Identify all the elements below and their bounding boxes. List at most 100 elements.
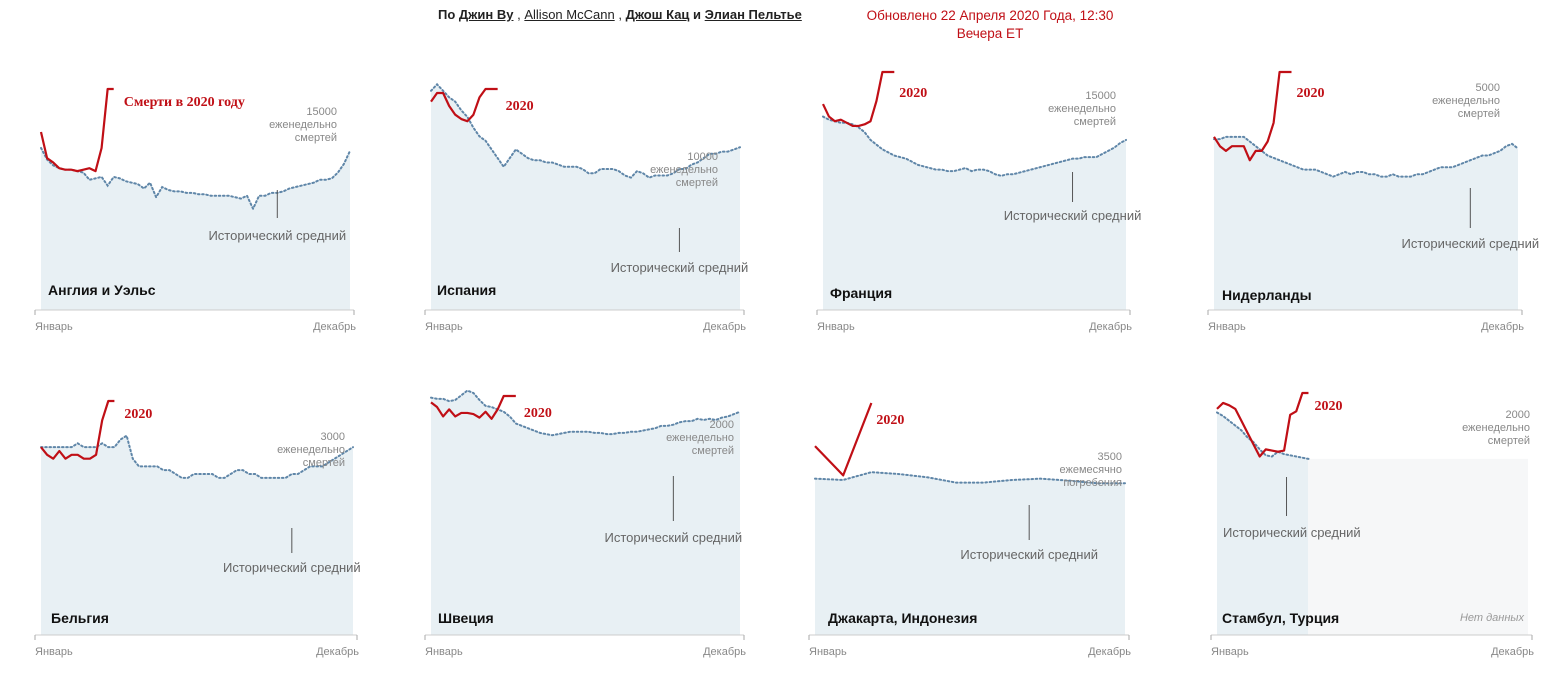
historical-average-line <box>430 389 741 437</box>
scale-annotation: смертей <box>676 177 718 189</box>
scale-annotation: 3000 <box>321 431 345 443</box>
no-data-label: Нет данных <box>1460 612 1525 624</box>
region-label: Нидерланды <box>1222 287 1312 303</box>
updated-line-1: Обновлено 22 Апреля 2020 Года, 12:30 <box>866 8 1114 23</box>
region-label: Джакарта, Индонезия <box>828 610 978 626</box>
series-2020-label: 2020 <box>524 406 552 421</box>
x-tick-label-end: Декабрь <box>313 321 356 333</box>
chart-panel: 2020 10000 еженедельно смертей Исторический … <box>410 20 770 333</box>
author-link-2[interactable]: Allison McCann <box>524 7 615 22</box>
x-tick-label-end: Декабрь <box>1491 646 1534 658</box>
chart-panel: 2020 5000 еженедельно смертей Исторический с… <box>1190 20 1550 333</box>
series-2020-line <box>814 402 873 477</box>
historical-label: Исторический средний <box>611 260 749 275</box>
x-tick-label-end: Декабрь <box>703 646 746 658</box>
chart-panel: 2020 15000 еженедельно смертей Исторический … <box>800 20 1160 333</box>
x-tick-label-start: Январь <box>35 321 73 333</box>
series-2020-label: 2020 <box>124 407 152 422</box>
scale-annotation: смертей <box>295 132 337 144</box>
historical-area <box>1217 412 1309 635</box>
byline-sep-2: , <box>618 7 622 22</box>
series-2020-label: 2020 <box>899 86 927 101</box>
historical-label: Исторический средний <box>1401 236 1539 251</box>
scale-annotation: еженедельно <box>666 432 734 444</box>
chart-panel: 2020 3500 ежемесячно погребения Исторический… <box>795 340 1155 658</box>
scale-annotation: еженедельно <box>277 444 345 456</box>
historical-area <box>41 147 350 310</box>
historical-area <box>41 435 353 635</box>
historical-area <box>815 472 1125 635</box>
series-2020-line <box>1216 391 1309 458</box>
x-tick-label-start: Январь <box>809 646 847 658</box>
scale-annotation: 3500 <box>1098 451 1122 463</box>
x-tick-label-start: Январь <box>817 321 855 333</box>
scale-annotation: 15000 <box>306 106 337 118</box>
chart-svg: Смерти в 2020 году 15000еженедельносмерте… <box>34 87 356 333</box>
series-2020-label: 2020 <box>1296 86 1324 101</box>
historical-average-line <box>40 434 354 479</box>
scale-annotation: еженедельно <box>1462 422 1530 434</box>
scale-annotation: смертей <box>1458 108 1500 120</box>
x-tick-label-start: Январь <box>1208 321 1246 333</box>
historical-label: Исторический средний <box>1223 525 1361 540</box>
historical-average-line <box>430 82 741 179</box>
author-link-3[interactable]: Джош Кац <box>625 7 690 22</box>
historical-area <box>431 390 740 635</box>
byline-sep-3: и <box>693 7 702 22</box>
region-label: Испания <box>437 282 497 298</box>
historical-label: Исторический средний <box>605 530 743 545</box>
historical-area <box>1214 136 1518 310</box>
historical-average-line <box>814 471 1126 485</box>
series-2020-line <box>430 87 498 123</box>
historical-label: Исторический средний <box>1004 208 1142 223</box>
scale-annotation: 10000 <box>687 151 718 163</box>
historical-area <box>823 116 1126 310</box>
x-tick-label-start: Январь <box>35 646 73 658</box>
scale-annotation: еженедельно <box>1432 95 1500 107</box>
series-2020-line <box>1213 70 1292 162</box>
x-tick-label-end: Декабрь <box>1481 321 1524 333</box>
byline-sep-1: , <box>517 7 521 22</box>
author-link-4[interactable]: Элиан Пельтье <box>704 7 802 22</box>
series-2020-label: 2020 <box>876 413 904 428</box>
historical-label: Исторический средний <box>223 560 361 575</box>
historical-average-line <box>40 146 351 212</box>
x-tick-label-end: Декабрь <box>1088 646 1131 658</box>
chart-panel: Смерти в 2020 году 15000 еженедельно смерте… <box>20 20 380 333</box>
scale-annotation: 2000 <box>710 419 734 431</box>
scale-annotation: смертей <box>303 457 345 469</box>
scale-annotation: еженедельно <box>650 164 718 176</box>
scale-annotation: 5000 <box>1476 82 1500 94</box>
scale-annotation: 2000 <box>1506 409 1530 421</box>
x-tick-label-start: Январь <box>425 321 463 333</box>
updated-timestamp: Обновлено 22 Апреля 2020 Года, 12:30 Веч… <box>845 7 1135 43</box>
scale-annotation: смертей <box>1488 435 1530 447</box>
historical-average-line <box>822 115 1127 177</box>
byline-prefix: По <box>438 7 456 22</box>
series-2020-line <box>40 399 115 460</box>
region-label: Бельгия <box>51 610 109 626</box>
scale-annotation: еженедельно <box>269 119 337 131</box>
x-tick-label-end: Декабрь <box>703 321 746 333</box>
series-2020-label: 2020 <box>506 99 534 114</box>
updated-line-2: Вечера ET <box>956 26 1024 41</box>
historical-area <box>431 84 740 310</box>
scale-annotation: смертей <box>692 445 734 457</box>
chart-panel: Нет данных 2020 2000 еженедельно смертей Исто… <box>1190 340 1550 658</box>
x-tick-label-start: Январь <box>425 646 463 658</box>
series-2020-line <box>430 394 516 420</box>
author-link-1[interactable]: Джин Ву <box>458 7 514 22</box>
scale-annotation: ежемесячно <box>1059 464 1122 476</box>
region-label: Швеция <box>438 610 494 626</box>
chart-panel: 2020 2000 еженедельно смертей Исторический с… <box>410 340 770 658</box>
scale-annotation: смертей <box>1074 116 1116 128</box>
scale-annotation: еженедельно <box>1048 103 1116 115</box>
region-label: Англия и Уэльс <box>48 282 156 298</box>
region-label: Франция <box>830 285 893 301</box>
